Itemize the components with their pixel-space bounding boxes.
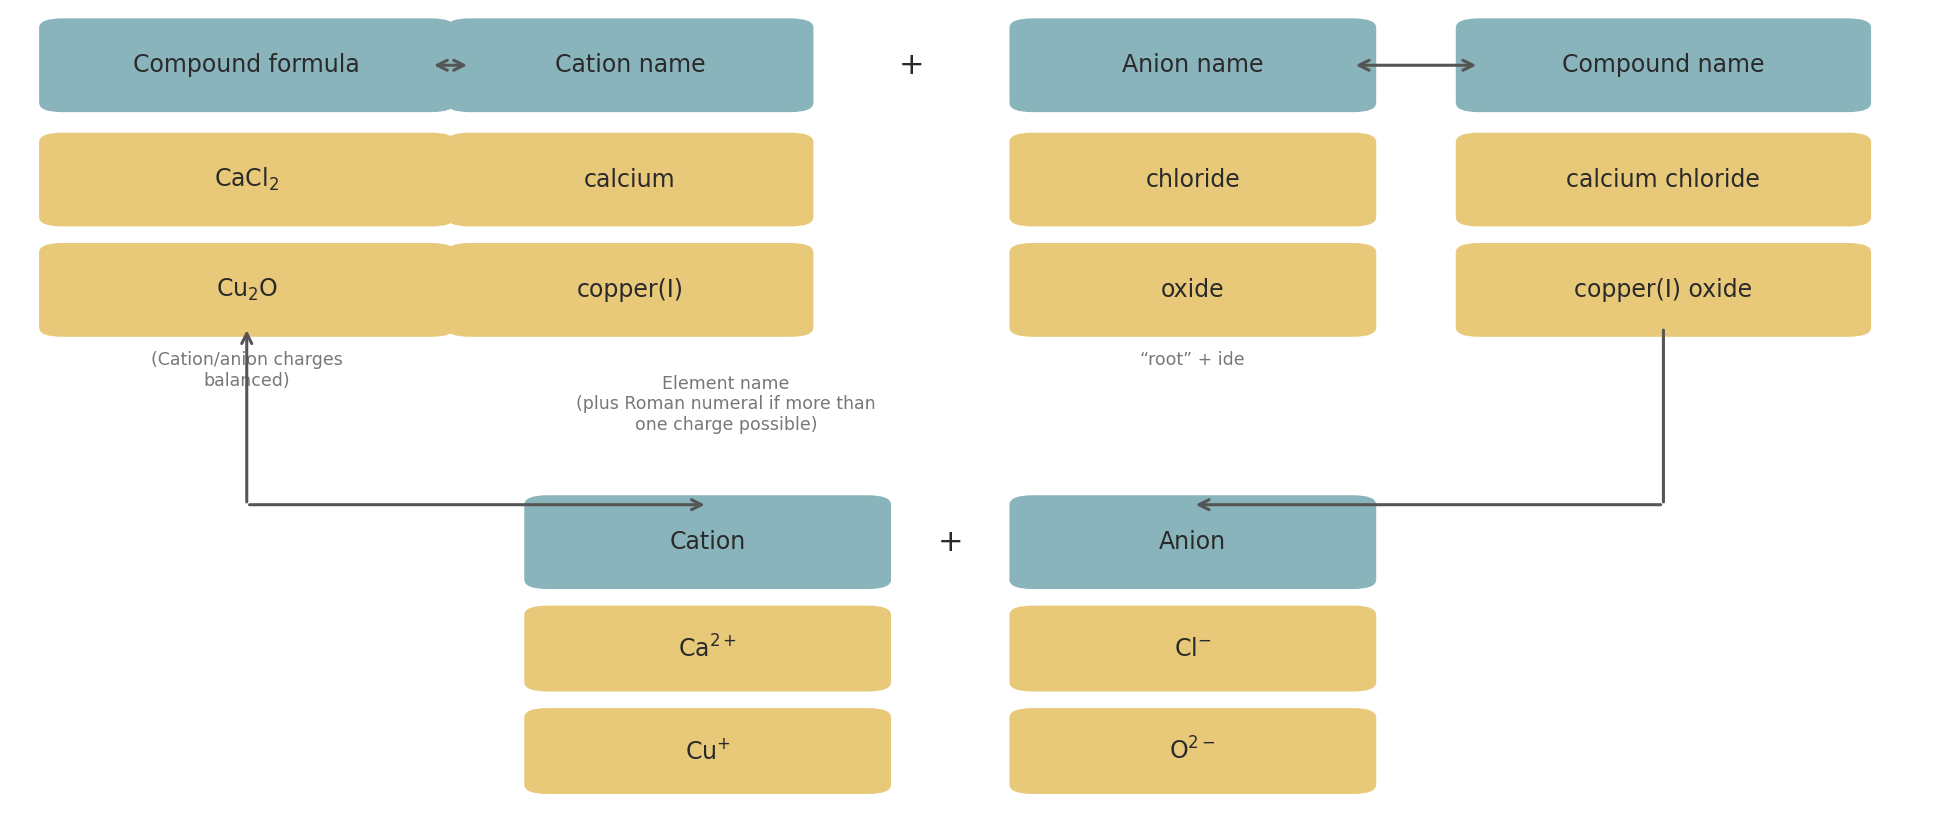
FancyBboxPatch shape (524, 605, 890, 691)
FancyBboxPatch shape (1009, 605, 1375, 691)
FancyBboxPatch shape (446, 243, 812, 337)
FancyBboxPatch shape (39, 243, 454, 337)
FancyBboxPatch shape (1009, 133, 1375, 227)
Text: O$^{2-}$: O$^{2-}$ (1169, 737, 1216, 765)
Text: Cu$_2$O: Cu$_2$O (216, 277, 279, 303)
Text: +: + (937, 528, 962, 557)
Text: Cation name: Cation name (555, 54, 705, 77)
Text: Ca$^{2+}$: Ca$^{2+}$ (678, 635, 736, 662)
Text: calcium: calcium (584, 167, 676, 191)
Text: Compound formula: Compound formula (132, 54, 360, 77)
Text: Compound name: Compound name (1562, 54, 1763, 77)
Text: Cl$^{-}$: Cl$^{-}$ (1173, 636, 1212, 660)
FancyBboxPatch shape (1009, 18, 1375, 112)
FancyBboxPatch shape (524, 495, 890, 589)
Text: chloride: chloride (1145, 167, 1239, 191)
Text: Anion: Anion (1159, 530, 1225, 554)
FancyBboxPatch shape (1009, 708, 1375, 794)
Text: Anion name: Anion name (1122, 54, 1262, 77)
FancyBboxPatch shape (39, 133, 454, 227)
FancyBboxPatch shape (524, 708, 890, 794)
Text: “root” + ide: “root” + ide (1140, 351, 1243, 369)
FancyBboxPatch shape (1455, 18, 1870, 112)
Text: oxide: oxide (1161, 278, 1223, 302)
Text: copper(I): copper(I) (577, 278, 684, 302)
Text: Cation: Cation (670, 530, 746, 554)
Text: Cu$^{+}$: Cu$^{+}$ (684, 738, 730, 763)
Text: CaCl$_2$: CaCl$_2$ (214, 166, 279, 193)
FancyBboxPatch shape (1455, 243, 1870, 337)
Text: +: + (898, 51, 923, 79)
FancyBboxPatch shape (1455, 133, 1870, 227)
Text: calcium chloride: calcium chloride (1566, 167, 1759, 191)
FancyBboxPatch shape (39, 18, 454, 112)
Text: copper(I) oxide: copper(I) oxide (1574, 278, 1751, 302)
FancyBboxPatch shape (1009, 495, 1375, 589)
Text: Element name
(plus Roman numeral if more than
one charge possible): Element name (plus Roman numeral if more… (577, 375, 875, 434)
FancyBboxPatch shape (446, 18, 812, 112)
Text: (Cation/anion charges
balanced): (Cation/anion charges balanced) (150, 351, 343, 390)
FancyBboxPatch shape (446, 133, 812, 227)
FancyBboxPatch shape (1009, 243, 1375, 337)
